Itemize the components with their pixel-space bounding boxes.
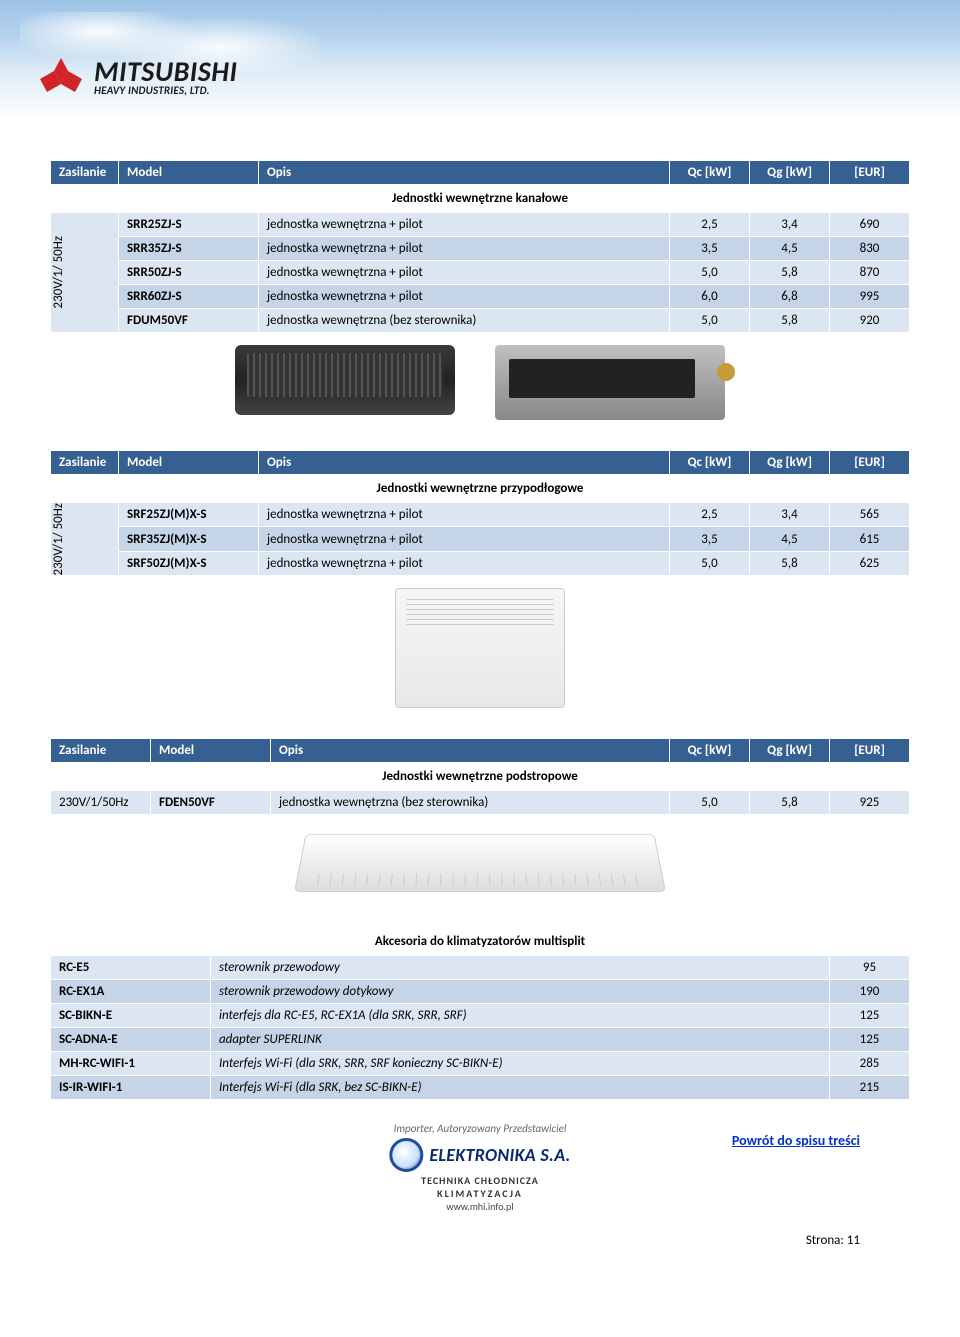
duct-unit-image-2 <box>495 345 725 420</box>
table-row: SC-BIKN-E interfejs dla RC-E5, RC-EX1A (… <box>51 1004 910 1028</box>
duct-product-images <box>50 345 910 420</box>
table-row: SRR50ZJ-S jednostka wewnętrzna + pilot 5… <box>51 261 910 285</box>
cell-eur: 690 <box>830 213 910 237</box>
table-row: SRR60ZJ-S jednostka wewnętrzna + pilot 6… <box>51 285 910 309</box>
col-qc: Qc [kW] <box>670 161 750 185</box>
brand-logo: MITSUBISHI HEAVY INDUSTRIES, LTD. <box>38 58 237 98</box>
header-sky: MITSUBISHI HEAVY INDUSTRIES, LTD. <box>0 0 960 120</box>
footer-url: www.mhi.info.pl <box>389 1200 570 1213</box>
col-model: Model <box>119 161 259 185</box>
page-number: Strona: 11 <box>806 1233 860 1248</box>
floor-units-table: Zasilanie Model Opis Qc [kW] Qg [kW] [EU… <box>50 450 910 576</box>
importer-line: Importer, Autoryzowany Przedstawiciel <box>389 1122 570 1135</box>
cell-model: SRR25ZJ-S <box>119 213 259 237</box>
cell-qg: 3,4 <box>750 213 830 237</box>
table-row: SRR35ZJ-S jednostka wewnętrzna + pilot 3… <box>51 237 910 261</box>
elektronika-name: ELEKTRONIKA S.A. <box>429 1144 570 1166</box>
floor-product-images <box>50 588 910 708</box>
col-opis: Opis <box>259 161 670 185</box>
table-row: 230V/1/50Hz FDEN50VF jednostka wewnętrzn… <box>51 791 910 815</box>
table-row: SRF35ZJ(M)X-S jednostka wewnętrzna + pil… <box>51 527 910 551</box>
accessories-table: Akcesoria do klimatyzatorów multisplit R… <box>50 927 910 1100</box>
section-title: Jednostki wewnętrzne przypodłogowe <box>51 475 910 503</box>
col-qg: Qg [kW] <box>750 161 830 185</box>
ceiling-unit-image <box>294 834 666 892</box>
table-row: 230V/1/ 50Hz SRR25ZJ-S jednostka wewnętr… <box>51 213 910 237</box>
page-content: Zasilanie Model Opis Qc [kW] Qg [kW] [EU… <box>0 120 960 1262</box>
cell-opis: jednostka wewnętrzna + pilot <box>259 213 670 237</box>
elektronika-ring-icon <box>389 1138 423 1172</box>
col-zasilanie: Zasilanie <box>51 161 119 185</box>
duct-units-table: Zasilanie Model Opis Qc [kW] Qg [kW] [EU… <box>50 160 910 333</box>
table-header-row: Zasilanie Model Opis Qc [kW] Qg [kW] [EU… <box>51 451 910 475</box>
section-title: Jednostki wewnętrzne podstropowe <box>51 763 910 791</box>
ceiling-units-table: Zasilanie Model Opis Qc [kW] Qg [kW] [EU… <box>50 738 910 815</box>
table-header-row: Zasilanie Model Opis Qc [kW] Qg [kW] [EU… <box>51 161 910 185</box>
table-row: SC-ADNA-E adapter SUPERLINK 125 <box>51 1028 910 1052</box>
elektronika-logo: ELEKTRONIKA S.A. <box>389 1138 570 1172</box>
floor-unit-image <box>395 588 565 708</box>
col-eur: [EUR] <box>830 161 910 185</box>
table-row: RC-EX1A sterownik przewodowy dotykowy 19… <box>51 980 910 1004</box>
accessories-title: Akcesoria do klimatyzatorów multisplit <box>51 928 910 956</box>
table-header-row: Zasilanie Model Opis Qc [kW] Qg [kW] [EU… <box>51 739 910 763</box>
cell-qc: 2,5 <box>670 213 750 237</box>
mitsubishi-diamonds-icon <box>38 58 84 98</box>
table-row: RC-E5 sterownik przewodowy 95 <box>51 956 910 980</box>
table-row: MH-RC-WIFI-1 Interfejs Wi-Fi (dla SRK, S… <box>51 1052 910 1076</box>
table-row: IS-IR-WIFI-1 Interfejs Wi-Fi (dla SRK, b… <box>51 1076 910 1100</box>
klim-line: KLIMATYZACJA <box>389 1187 570 1200</box>
supply-label: 230V/1/ 50Hz <box>51 503 66 575</box>
supply-label: 230V/1/50Hz <box>51 791 151 815</box>
table-row: FDUM50VF jednostka wewnętrzna (bez stero… <box>51 309 910 333</box>
ceiling-product-images <box>50 827 910 897</box>
brand-subtitle: HEAVY INDUSTRIES, LTD. <box>94 86 237 96</box>
table-row: SRF50ZJ(M)X-S jednostka wewnętrzna + pil… <box>51 551 910 575</box>
tech-line: TECHNIKA CHŁODNICZA <box>389 1174 570 1187</box>
section-title: Jednostki wewnętrzne kanałowe <box>51 185 910 213</box>
importer-block: Importer, Autoryzowany Przedstawiciel EL… <box>389 1122 570 1213</box>
duct-unit-image-1 <box>235 345 455 415</box>
page-footer: Importer, Autoryzowany Przedstawiciel EL… <box>50 1122 910 1252</box>
table-row: 230V/1/ 50Hz SRF25ZJ(M)X-S jednostka wew… <box>51 503 910 527</box>
supply-label: 230V/1/ 50Hz <box>51 236 66 308</box>
brand-name: MITSUBISHI <box>94 59 237 86</box>
toc-link[interactable]: Powrót do spisu treści <box>732 1132 860 1149</box>
